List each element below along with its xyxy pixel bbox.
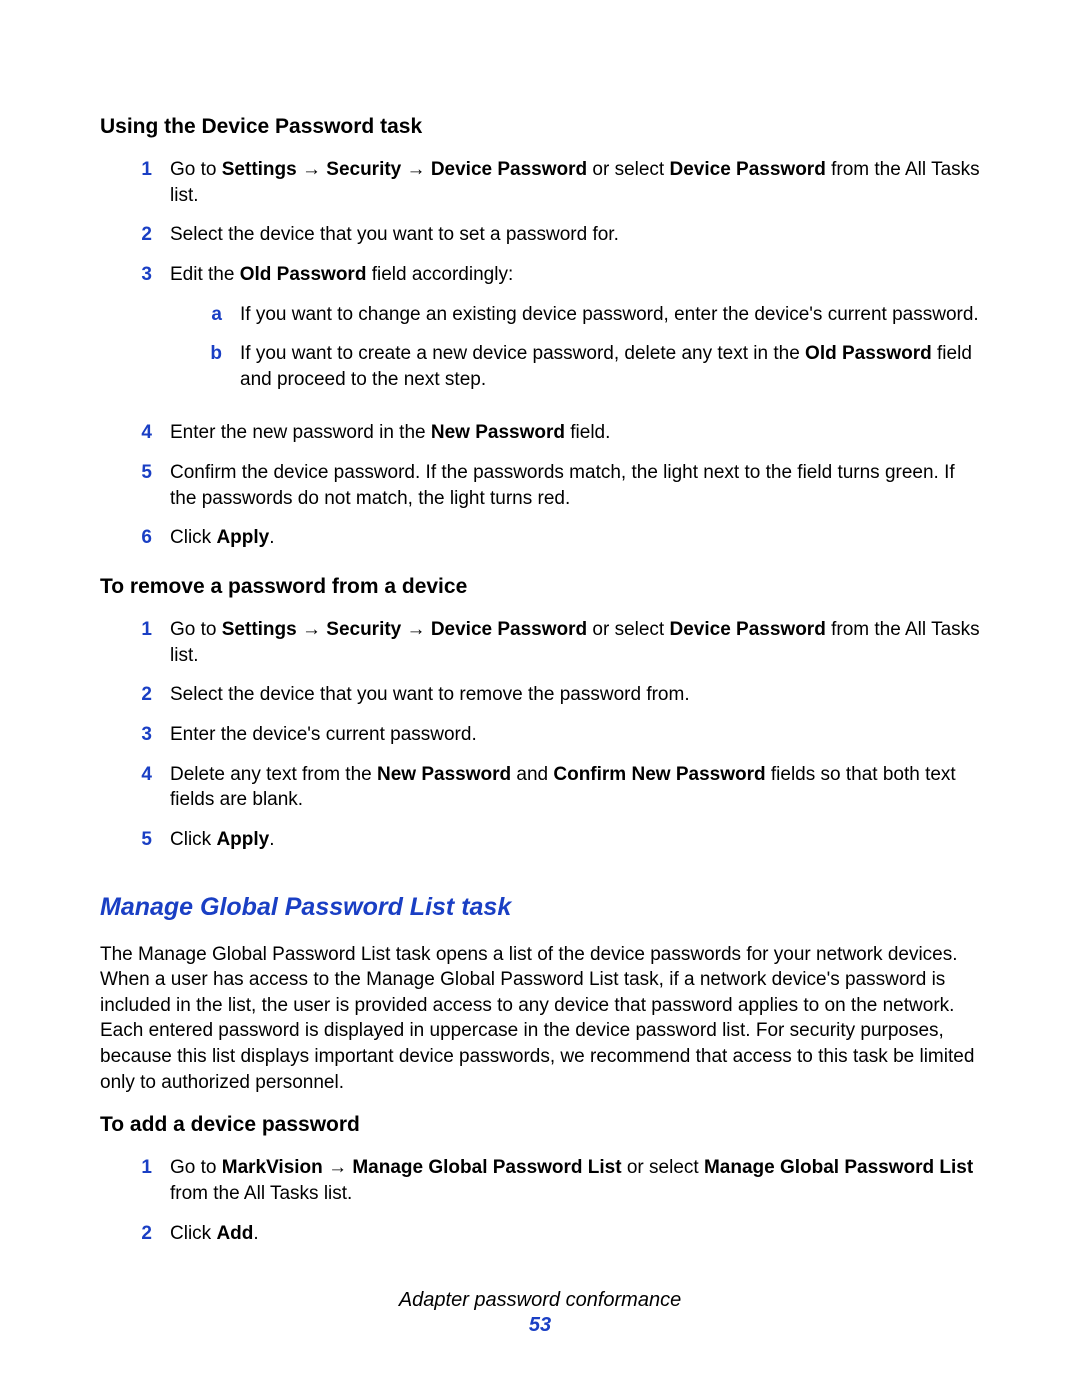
list-marker: a	[208, 302, 222, 328]
list-marker: 2	[138, 1221, 152, 1247]
step-text: Click Apply.	[170, 827, 980, 853]
steps-add-device-password: 1 Go to MarkVision → Manage Global Passwo…	[100, 1155, 980, 1246]
heading-manage-global-password: Manage Global Password List task	[100, 893, 980, 922]
step: 1 Go to MarkVision → Manage Global Passwo…	[100, 1155, 980, 1206]
page-content: Using the Device Password task 1 Go to Se…	[0, 0, 1080, 1246]
step: 4 Enter the new password in the New Passw…	[100, 420, 980, 446]
step: 3Edit the Old Password field accordingly…	[100, 262, 980, 407]
sub-step: a If you want to change an existing devic…	[170, 302, 980, 328]
heading-using-device-password: Using the Device Password task	[100, 115, 980, 139]
step-text: If you want to create a new device passw…	[240, 341, 980, 392]
sub-steps: a If you want to change an existing devic…	[170, 302, 980, 393]
footer-page-number: 53	[0, 1314, 1080, 1337]
step-text: Go to Settings → Security → Device Passw…	[170, 617, 980, 668]
heading-remove-password: To remove a password from a device	[100, 575, 980, 599]
intro-manage-global-password: The Manage Global Password List task ope…	[100, 942, 980, 1096]
step: 5 Click Apply.	[100, 827, 980, 853]
list-marker: 1	[138, 617, 152, 668]
step: 2 Select the device that you want to set …	[100, 222, 980, 248]
step-text: Enter the device's current password.	[170, 722, 980, 748]
step: 1 Go to Settings → Security → Device Pass…	[100, 617, 980, 668]
heading-add-device-password: To add a device password	[100, 1113, 980, 1137]
step-text: Go to Settings → Security → Device Passw…	[170, 157, 980, 208]
step: 2 Select the device that you want to remo…	[100, 682, 980, 708]
step-text: Enter the new password in the New Passwo…	[170, 420, 980, 446]
list-marker: 1	[138, 157, 152, 208]
list-marker: 4	[138, 762, 152, 813]
steps-using-device-password: 1 Go to Settings → Security → Device Pass…	[100, 157, 980, 551]
list-marker: 2	[138, 222, 152, 248]
list-marker: 6	[138, 525, 152, 551]
step: 1 Go to Settings → Security → Device Pass…	[100, 157, 980, 208]
step-text: Go to MarkVision → Manage Global Passwor…	[170, 1155, 980, 1206]
list-marker: 5	[138, 827, 152, 853]
page-footer: Adapter password conformance 53	[0, 1289, 1080, 1337]
list-marker: 2	[138, 682, 152, 708]
list-marker: 5	[138, 460, 152, 511]
list-marker: 3	[138, 262, 152, 407]
list-marker: b	[208, 341, 222, 392]
step: 4 Delete any text from the New Password a…	[100, 762, 980, 813]
step-text: Confirm the device password. If the pass…	[170, 460, 980, 511]
list-marker: 4	[138, 420, 152, 446]
step: 5 Confirm the device password. If the pas…	[100, 460, 980, 511]
step-text: Select the device that you want to set a…	[170, 222, 980, 248]
step-text: Delete any text from the New Password an…	[170, 762, 980, 813]
step-text: Click Apply.	[170, 525, 980, 551]
list-marker: 1	[138, 1155, 152, 1206]
step: 2 Click Add.	[100, 1221, 980, 1247]
steps-remove-password: 1 Go to Settings → Security → Device Pass…	[100, 617, 980, 852]
step: 3 Enter the device's current password.	[100, 722, 980, 748]
sub-step: b If you want to create a new device pass…	[170, 341, 980, 392]
step-text: Edit the Old Password field accordingly:…	[170, 262, 980, 407]
step: 6 Click Apply.	[100, 525, 980, 551]
footer-title: Adapter password conformance	[0, 1289, 1080, 1312]
step-text: Click Add.	[170, 1221, 980, 1247]
step-text: If you want to change an existing device…	[240, 302, 980, 328]
list-marker: 3	[138, 722, 152, 748]
step-text: Select the device that you want to remov…	[170, 682, 980, 708]
